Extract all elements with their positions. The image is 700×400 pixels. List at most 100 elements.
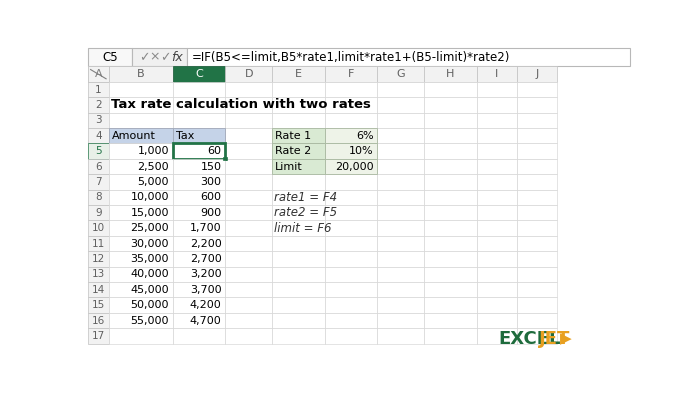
Bar	[109, 298, 173, 313]
Bar	[225, 174, 272, 190]
Bar	[88, 66, 109, 82]
Bar	[109, 128, 173, 144]
Bar	[517, 267, 557, 282]
Bar	[272, 220, 325, 236]
Bar	[377, 113, 424, 128]
Bar	[225, 97, 272, 113]
Text: Limit: Limit	[275, 162, 303, 172]
Bar	[109, 236, 173, 251]
Bar	[272, 144, 325, 159]
Bar	[272, 205, 325, 220]
Bar	[424, 267, 477, 282]
Text: 6: 6	[95, 162, 101, 172]
Bar	[109, 144, 173, 159]
Text: I: I	[495, 69, 498, 79]
Text: 2: 2	[95, 100, 101, 110]
Bar	[325, 159, 377, 174]
Bar	[109, 236, 173, 251]
Text: 10,000: 10,000	[130, 192, 169, 202]
Text: rate1 = F4: rate1 = F4	[274, 191, 337, 204]
Bar	[109, 282, 173, 298]
Text: 4: 4	[95, 131, 101, 141]
Bar	[517, 174, 557, 190]
Bar	[377, 128, 424, 144]
Bar	[477, 282, 517, 298]
Bar	[173, 251, 225, 267]
Bar	[223, 156, 227, 160]
Bar	[424, 144, 477, 159]
Bar	[272, 113, 325, 128]
Bar	[225, 313, 272, 328]
Bar	[109, 205, 173, 220]
Bar	[173, 66, 225, 82]
Bar	[225, 205, 272, 220]
Bar	[424, 328, 477, 344]
Text: fx: fx	[172, 51, 183, 64]
Bar	[173, 128, 225, 144]
Bar	[225, 236, 272, 251]
Bar	[88, 251, 109, 267]
Text: 35,000: 35,000	[130, 254, 169, 264]
Bar	[109, 267, 173, 282]
Bar	[377, 190, 424, 205]
Bar	[325, 144, 377, 159]
Bar	[173, 174, 225, 190]
Bar	[517, 251, 557, 267]
Text: 15,000: 15,000	[130, 208, 169, 218]
Bar	[517, 220, 557, 236]
Bar	[377, 82, 424, 97]
Text: 16: 16	[92, 316, 105, 326]
Bar	[325, 128, 377, 144]
Bar	[109, 190, 173, 205]
Text: 11: 11	[92, 238, 105, 248]
Bar	[424, 298, 477, 313]
Bar	[325, 251, 377, 267]
Bar	[424, 220, 477, 236]
Bar	[132, 48, 187, 66]
Bar	[272, 267, 325, 282]
Bar	[517, 159, 557, 174]
Bar	[88, 97, 109, 113]
Bar	[477, 313, 517, 328]
Text: Rate 2: Rate 2	[275, 146, 312, 156]
Bar	[225, 282, 272, 298]
Bar	[424, 97, 477, 113]
Bar	[109, 113, 173, 128]
Bar	[424, 113, 477, 128]
Bar	[173, 313, 225, 328]
Text: Tax rate calculation with two rates: Tax rate calculation with two rates	[111, 98, 370, 112]
Bar	[109, 159, 173, 174]
Bar	[173, 205, 225, 220]
Bar	[272, 313, 325, 328]
Bar	[477, 205, 517, 220]
Bar	[88, 328, 109, 344]
Bar	[517, 128, 557, 144]
Text: C: C	[195, 69, 203, 79]
Text: H: H	[446, 69, 454, 79]
Bar	[325, 236, 377, 251]
Bar	[109, 328, 173, 344]
Bar	[225, 128, 272, 144]
Bar	[109, 190, 173, 205]
Bar	[325, 328, 377, 344]
Bar	[225, 251, 272, 267]
Bar	[88, 282, 109, 298]
Bar	[325, 190, 377, 205]
Text: 15: 15	[92, 300, 105, 310]
Text: 3,700: 3,700	[190, 285, 222, 295]
Bar	[173, 251, 225, 267]
Bar	[173, 97, 225, 113]
Bar	[424, 236, 477, 251]
Bar	[272, 82, 325, 97]
Bar	[225, 144, 272, 159]
Bar	[272, 282, 325, 298]
Bar	[325, 113, 377, 128]
Bar	[477, 267, 517, 282]
Bar	[109, 313, 173, 328]
Bar	[325, 128, 377, 144]
Text: 40,000: 40,000	[130, 269, 169, 279]
Text: 3,200: 3,200	[190, 269, 222, 279]
Text: ×: ×	[150, 51, 160, 64]
Bar	[109, 220, 173, 236]
Bar	[477, 220, 517, 236]
